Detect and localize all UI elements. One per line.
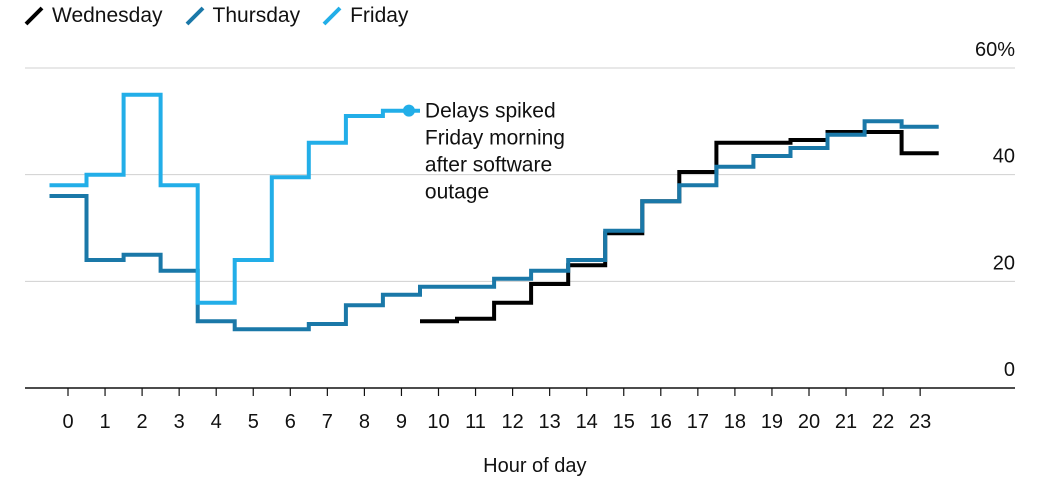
- x-tick-label: 14: [576, 411, 598, 433]
- x-tick-label: 16: [650, 411, 672, 433]
- legend-label-wednesday: Wednesday: [52, 4, 163, 27]
- x-axis-ticks: 0 1 2 3 4 5 6 7 8 9 10 11 12 13 14 15 16 17 18 19 20 21 22 23: [62, 388, 931, 433]
- x-tick-label: 6: [285, 411, 296, 433]
- legend-item-friday[interactable]: Friday: [322, 4, 408, 28]
- annotation-line: Delays spiked: [425, 100, 556, 123]
- x-tick-label: 10: [427, 411, 449, 433]
- annotation-line: outage: [425, 181, 489, 204]
- x-tick-label: 7: [322, 411, 333, 433]
- y-tick-label: 60%: [975, 39, 1015, 61]
- x-tick-label: 23: [909, 411, 931, 433]
- y-axis-ticks: 0 20 40 60%: [975, 39, 1015, 381]
- series-line-friday: [49, 92, 420, 305]
- x-tick-label: 0: [62, 411, 73, 433]
- annotation-line: after software: [425, 154, 552, 177]
- annotation-line: Friday morning: [425, 127, 565, 150]
- x-tick-label: 18: [724, 411, 746, 433]
- x-tick-label: 4: [211, 411, 222, 433]
- x-tick-label: 13: [539, 411, 561, 433]
- y-tick-label: 20: [993, 252, 1015, 274]
- x-axis-label: Hour of day: [483, 455, 586, 477]
- legend-swatch-friday: [322, 6, 342, 26]
- series-line-thursday: [49, 119, 939, 332]
- x-tick-label: 19: [761, 411, 783, 433]
- x-tick-label: 5: [248, 411, 259, 433]
- x-tick-label: 12: [501, 411, 523, 433]
- x-tick-label: 17: [687, 411, 709, 433]
- legend-item-thursday[interactable]: Thursday: [185, 4, 301, 28]
- x-tick-label: 11: [465, 411, 486, 433]
- x-tick-label: 1: [99, 411, 110, 433]
- x-tick-label: 15: [613, 411, 635, 433]
- series-lines: [49, 92, 939, 332]
- x-tick-label: 2: [137, 411, 148, 433]
- legend-label-thursday: Thursday: [212, 4, 301, 27]
- legend-label-friday: Friday: [350, 4, 409, 27]
- x-tick-label: 22: [872, 411, 894, 433]
- annotation-dot: [402, 104, 415, 117]
- x-tick-label: 21: [835, 411, 857, 433]
- x-tick-label: 8: [359, 411, 370, 433]
- legend-swatch-wednesday: [24, 6, 44, 26]
- gridlines: [25, 67, 1015, 389]
- legend-swatch-thursday: [185, 6, 204, 26]
- x-tick-label: 3: [174, 411, 185, 433]
- x-tick-label: 9: [396, 411, 407, 433]
- legend: Wednesday Thursday Friday: [24, 4, 408, 28]
- x-tick-label: 20: [798, 411, 820, 433]
- annotation: Delays spiked Friday morning after softwar…: [402, 100, 565, 204]
- y-tick-label: 0: [1004, 359, 1015, 381]
- legend-item-wednesday[interactable]: Wednesday: [24, 4, 163, 28]
- y-tick-label: 40: [993, 146, 1015, 168]
